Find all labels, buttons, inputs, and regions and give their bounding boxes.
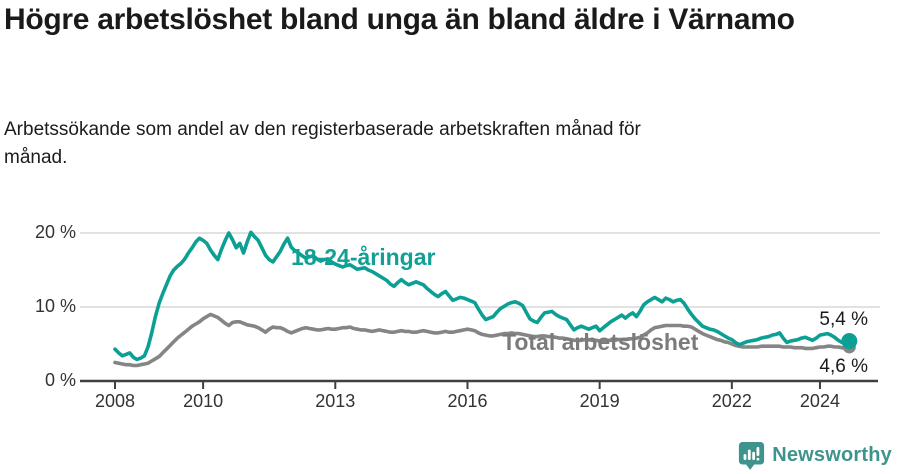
x-axis-tick-label: 2019 [579,391,620,411]
brand-wordmark: Newsworthy [772,444,892,466]
y-axis-tick-label: 20 % [34,222,76,242]
end-value-young: 5,4 % [819,309,868,330]
y-axis-tick-label: 0 % [44,370,76,390]
chart-subtitle: Arbetssökande som andel av den registerb… [4,119,641,168]
x-axis-tick-label: 2010 [183,391,224,411]
y-axis-tick-label: 10 % [34,296,76,316]
series-label-total: Total arbetslöshet [502,329,699,355]
series-line-total [113,312,852,368]
end-value-total: 4,6 % [819,356,868,377]
x-axis-tick-label: 2022 [711,391,752,411]
series-label-young: 18-24-åringar [291,244,436,270]
end-dot-young [841,333,858,350]
x-axis-tick-label: 2013 [315,391,356,411]
page-title: Högre arbetslöshet bland unga än bland ä… [4,3,795,36]
series-line-young [113,230,852,362]
newsworthy-logo: Newsworthy [738,441,892,470]
newsworthy-speech-bubble-icon [739,442,765,470]
x-axis-tick-label: 2016 [447,391,488,411]
x-axis-tick-label: 2024 [799,391,840,411]
x-axis-tick-label: 2008 [94,391,136,411]
